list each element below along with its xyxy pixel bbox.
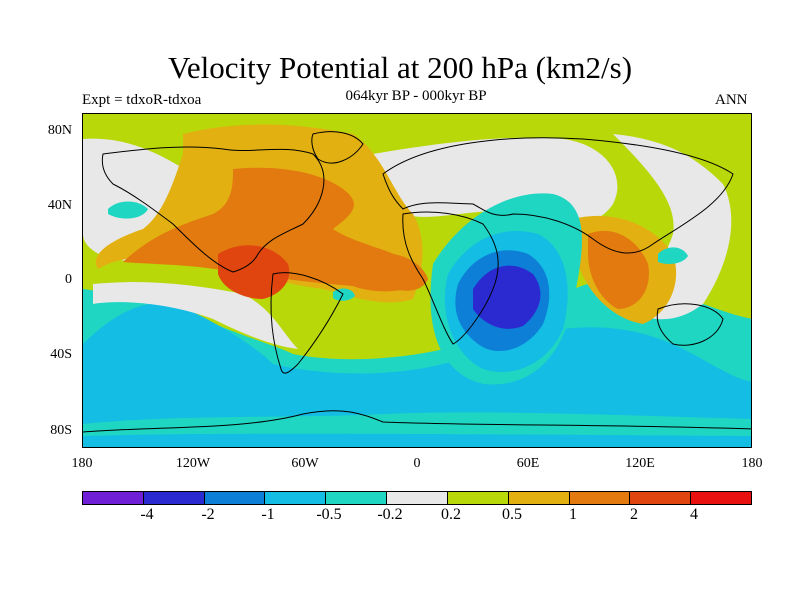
coast-north-america: [101, 146, 325, 273]
colorbar-label: 2: [630, 506, 638, 523]
x-tick-0: 0: [413, 456, 421, 471]
contour-neg-mid-south-pacific-patch: [128, 318, 155, 339]
y-tick-0: 0: [65, 272, 72, 287]
colorbar-label: -0.2: [377, 506, 403, 523]
colorbar-label: -1: [261, 506, 275, 523]
colorbar-swatch-9: [630, 492, 692, 504]
colorbar-label: -4: [140, 506, 154, 523]
coastlines: [83, 131, 751, 433]
coast-south-america: [270, 272, 344, 374]
contour-pos-mid-americas: [123, 167, 423, 292]
colorbar-swatch-10: [691, 492, 751, 504]
coast-antarctica: [83, 410, 751, 433]
coast-eurasia: [382, 137, 734, 254]
colorbar-label: 1: [569, 506, 577, 523]
contour-neg-weak-west-pacific: [658, 247, 688, 264]
colorbar-swatch-2: [204, 492, 266, 504]
colorbar-swatch-4: [326, 492, 388, 504]
coast-africa: [402, 211, 499, 345]
colorbar-label: 0.5: [502, 506, 522, 523]
coast-australia: [656, 303, 724, 346]
colorbar-swatch-7: [508, 492, 570, 504]
colorbar-label: -2: [201, 506, 215, 523]
experiment-label: Expt = tdxoR-tdxoa: [82, 92, 202, 108]
map-panel: [82, 113, 752, 448]
colorbar-swatch-6: [447, 492, 509, 504]
colorbar-swatch-3: [265, 492, 327, 504]
colorbar-label: 4: [690, 506, 698, 523]
colorbar-swatch-0: [83, 492, 144, 504]
x-tick-120w: 120W: [175, 456, 211, 471]
colorbar-swatch-5: [387, 492, 448, 504]
y-tick-80n: 80N: [47, 123, 72, 138]
coast-greenland: [311, 131, 364, 164]
y-tick-40s: 40S: [50, 347, 72, 362]
contour-neg-max-indian: [473, 265, 541, 329]
contour-map: [83, 114, 751, 447]
contour-pos-mid-west-africa: [381, 253, 428, 291]
season-label: ANN: [715, 92, 748, 108]
x-tick-60w: 60W: [291, 456, 319, 471]
contour-neutral-pacific-east: [613, 134, 732, 320]
colorbar: [82, 491, 752, 505]
contour-neg-weak-brazil: [333, 288, 355, 301]
x-tick-60e: 60E: [516, 456, 540, 471]
chart-title: Velocity Potential at 200 hPa (km2/s): [167, 50, 633, 85]
x-tick-180e: 180: [741, 456, 763, 471]
contour-neutral-south-pacific: [93, 282, 298, 349]
chart-subtitle: 064kyr BP - 000kyr BP: [345, 88, 487, 104]
contour-neg-weak-north-pacific: [108, 201, 148, 219]
contour-neg-mid-antarctic: [83, 433, 751, 447]
colorbar-label: -0.5: [316, 506, 342, 523]
x-tick-120e: 120E: [625, 456, 655, 471]
contour-pos-mid-maritime: [588, 230, 649, 309]
colorbar-label: 0.2: [441, 506, 461, 523]
colorbar-swatch-1: [143, 492, 205, 504]
y-tick-40n: 40N: [47, 198, 72, 213]
colorbar-swatch-8: [569, 492, 631, 504]
y-tick-80s: 80S: [50, 423, 72, 438]
contour-neg-mid-south: [83, 303, 751, 447]
x-tick-180w: 180: [71, 456, 93, 471]
